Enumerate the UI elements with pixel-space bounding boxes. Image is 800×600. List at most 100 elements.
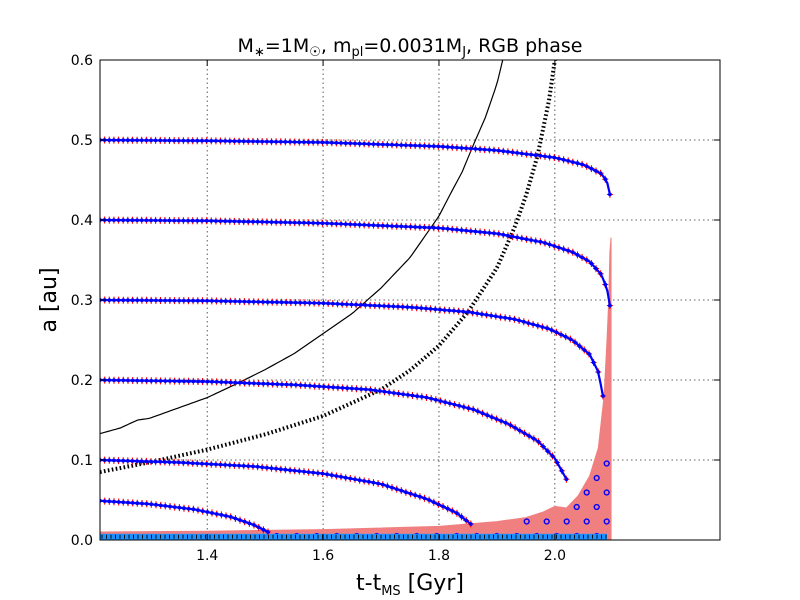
- y-tick-label: 0.6: [71, 53, 93, 69]
- track-dot: [475, 311, 480, 316]
- y-axis-label: a [au]: [37, 267, 62, 332]
- track-dot: [227, 139, 232, 144]
- track-dot: [445, 506, 450, 511]
- title-part-1: ∗: [254, 45, 265, 60]
- track-dot: [233, 516, 238, 521]
- track-dot: [154, 378, 158, 383]
- track-dot: [357, 478, 362, 483]
- track-dot: [256, 381, 261, 386]
- title-part-4: , m: [321, 35, 352, 57]
- track-dot: [464, 146, 469, 151]
- track-dot: [494, 417, 499, 421]
- track-dot: [232, 219, 237, 224]
- track-dot: [135, 298, 140, 303]
- track-dot: [209, 139, 214, 143]
- track-dot: [506, 149, 510, 154]
- track-dot: [385, 142, 390, 147]
- track-dot: [535, 323, 540, 328]
- track-dot: [181, 298, 186, 303]
- track-dot: [321, 301, 326, 306]
- engulfed-point: [603, 460, 610, 467]
- track-dot: [608, 192, 612, 197]
- track-dot: [256, 300, 261, 304]
- track-dot: [292, 468, 297, 473]
- track-dot: [400, 305, 405, 309]
- track-dot: [303, 383, 308, 388]
- track-dot: [265, 139, 269, 144]
- track-dot: [589, 166, 594, 171]
- track-dot: [195, 461, 200, 466]
- dotted-curve: [100, 60, 557, 474]
- track-dot: [307, 301, 312, 305]
- track-dot: [452, 402, 457, 407]
- track-dot: [311, 470, 316, 475]
- track-dot: [126, 378, 130, 383]
- track-dot: [186, 379, 191, 384]
- track-dot: [275, 382, 280, 387]
- track-dot: [550, 454, 555, 458]
- track-dot: [503, 315, 508, 320]
- track-dot: [153, 459, 158, 464]
- track-dot: [107, 298, 112, 302]
- track-dot: [219, 513, 224, 517]
- track-dot: [433, 307, 438, 312]
- track-dot: [112, 378, 116, 383]
- track-dot: [515, 151, 520, 155]
- track-dot: [473, 229, 478, 234]
- track-dot: [293, 300, 298, 305]
- track-dot: [427, 225, 431, 230]
- track-dot: [404, 490, 408, 495]
- track-dot: [584, 164, 589, 169]
- track-dot: [598, 171, 603, 176]
- track-dot: [266, 530, 270, 534]
- track-dot: [575, 253, 580, 257]
- track-dot: [102, 499, 107, 503]
- track-dot: [191, 379, 196, 384]
- track-dot: [130, 218, 135, 223]
- track-dot: [112, 138, 116, 143]
- track-dot: [580, 255, 584, 260]
- track-dot: [566, 248, 571, 253]
- track-dot: [172, 138, 177, 143]
- track-dot: [186, 218, 191, 223]
- track-dot: [519, 236, 524, 241]
- track-dot: [130, 378, 135, 383]
- track-dot: [404, 224, 408, 229]
- track-dot: [297, 220, 302, 225]
- engulfed-point: [593, 503, 600, 511]
- track-dot: [288, 140, 292, 144]
- track-dot: [329, 140, 334, 145]
- track-dot: [564, 477, 569, 482]
- track-dot: [413, 493, 418, 498]
- title-part-3: ☉: [309, 45, 321, 60]
- track-dot: [191, 507, 196, 512]
- track-dot: [512, 317, 517, 322]
- track-dot: [468, 229, 473, 234]
- track-dot: [339, 141, 343, 145]
- track-dot: [177, 379, 182, 384]
- track-dot: [144, 138, 149, 143]
- track-dot: [247, 521, 252, 526]
- engulfed-region: [100, 237, 612, 540]
- track-dot: [167, 138, 172, 143]
- track-dot: [433, 397, 438, 402]
- title-part-0: M: [238, 35, 254, 57]
- track-dot: [601, 394, 605, 398]
- track-dot: [283, 467, 288, 472]
- track-dot: [373, 388, 378, 393]
- track-dot: [387, 390, 392, 395]
- track-dot: [112, 499, 116, 504]
- track-dot: [181, 138, 186, 143]
- track-dot: [135, 459, 140, 463]
- track-dot: [510, 150, 515, 155]
- track-dot: [506, 233, 510, 238]
- track-dot: [545, 326, 549, 331]
- track-dot: [591, 360, 596, 365]
- track-dot: [224, 380, 228, 385]
- track-dot: [541, 444, 545, 449]
- track-dot: [260, 139, 265, 144]
- track-dot: [552, 244, 557, 248]
- track-dot: [200, 218, 204, 223]
- track-dot: [306, 221, 311, 225]
- track-dot: [232, 139, 237, 144]
